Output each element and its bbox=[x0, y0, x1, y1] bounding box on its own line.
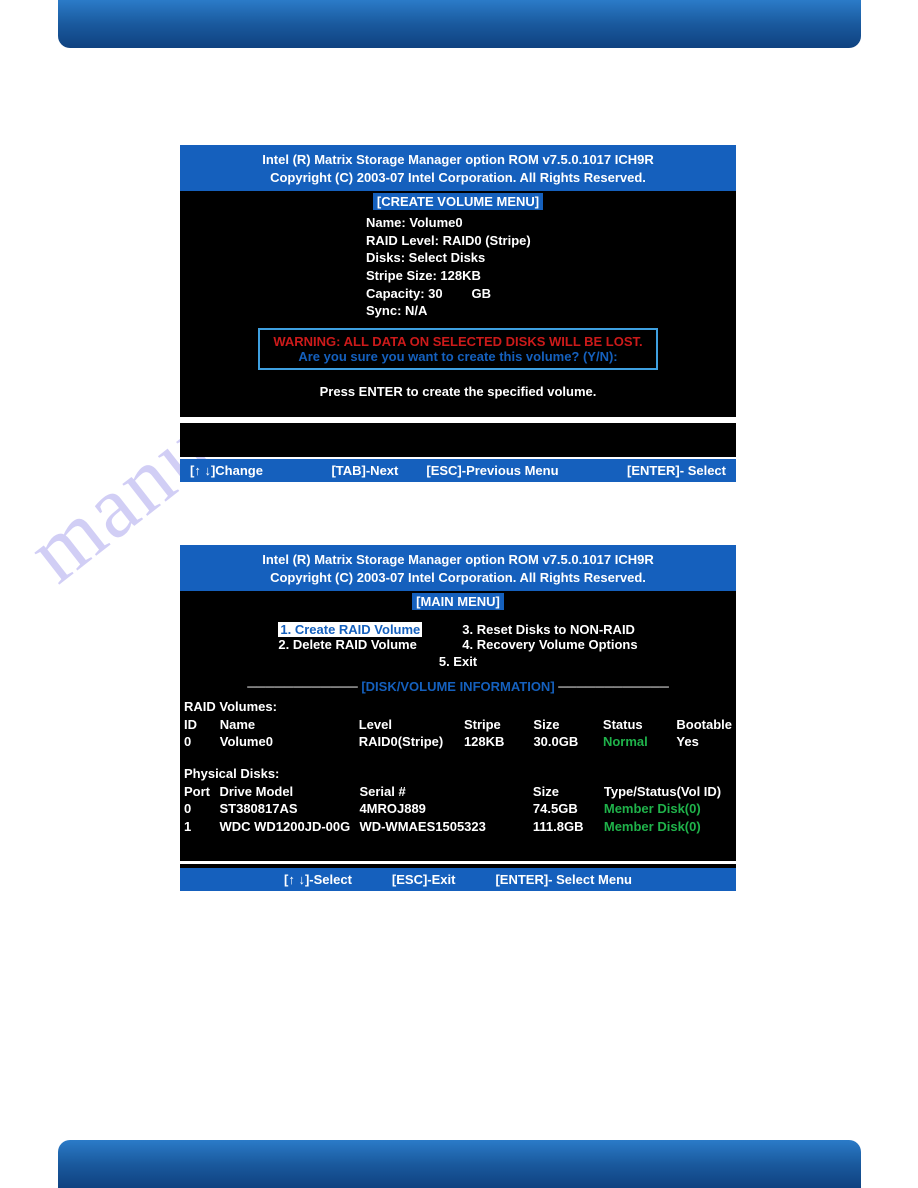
bios-header: Intel (R) Matrix Storage Manager option … bbox=[180, 545, 736, 591]
field-capacity: Capacity: 30 GB bbox=[366, 285, 736, 303]
enter-prompt: Press ENTER to create the specified volu… bbox=[180, 370, 736, 413]
hint-enter-select-menu: [ENTER]- Select Menu bbox=[495, 872, 632, 887]
hint-change: [↑ ↓]Change bbox=[190, 463, 263, 478]
warning-box: WARNING: ALL DATA ON SELECTED DISKS WILL… bbox=[258, 328, 658, 370]
disk-row: 0 ST380817AS 4MROJ889 74.5GB Member Disk… bbox=[184, 800, 732, 818]
hint-tab-next: [TAB]-Next bbox=[331, 463, 398, 478]
field-name: Name: Volume0 bbox=[366, 214, 736, 232]
menu-recovery-options[interactable]: 4. Recovery Volume Options bbox=[462, 637, 637, 652]
field-stripe: Stripe Size: 128KB bbox=[366, 267, 736, 285]
bios-screen-create-volume: Intel (R) Matrix Storage Manager option … bbox=[180, 145, 736, 457]
main-menu: 1. Create RAID Volume 2. Delete RAID Vol… bbox=[180, 612, 736, 654]
vol-header-row: ID Name Level Stripe Size Status Bootabl… bbox=[184, 716, 732, 734]
bios-header: Intel (R) Matrix Storage Manager option … bbox=[180, 145, 736, 191]
physical-disks-label: Physical Disks: bbox=[184, 765, 732, 783]
field-sync: Sync: N/A bbox=[366, 302, 736, 320]
header-line2: Copyright (C) 2003-07 Intel Corporation.… bbox=[188, 569, 728, 587]
divider bbox=[180, 861, 736, 864]
menu-title-row: [CREATE VOLUME MENU] bbox=[180, 191, 736, 212]
header-line1: Intel (R) Matrix Storage Manager option … bbox=[188, 551, 728, 569]
raid-volumes-label: RAID Volumes: bbox=[184, 698, 732, 716]
hint-esc-prev: [ESC]-Previous Menu bbox=[426, 463, 558, 478]
bios-screen-main-menu: Intel (R) Matrix Storage Manager option … bbox=[180, 545, 736, 879]
disk-header-row: Port Drive Model Serial # Size Type/Stat… bbox=[184, 783, 732, 801]
field-raid-level: RAID Level: RAID0 (Stripe) bbox=[366, 232, 736, 250]
section-divider: ──────────── [DISK/VOLUME INFORMATION] ─… bbox=[180, 679, 736, 694]
menu-reset-disks[interactable]: 3. Reset Disks to NON-RAID bbox=[462, 622, 637, 637]
menu-exit[interactable]: 5. Exit bbox=[180, 654, 736, 669]
page-footer-bar bbox=[58, 1140, 861, 1188]
page-header-bar bbox=[58, 0, 861, 48]
header-line1: Intel (R) Matrix Storage Manager option … bbox=[188, 151, 728, 169]
footer-bar: [↑ ↓]Change [TAB]-Next [ESC]-Previous Me… bbox=[180, 459, 736, 482]
header-line2: Copyright (C) 2003-07 Intel Corporation.… bbox=[188, 169, 728, 187]
menu-delete-raid[interactable]: 2. Delete RAID Volume bbox=[278, 637, 422, 652]
vol-row: 0 Volume0 RAID0(Stripe) 128KB 30.0GB Nor… bbox=[184, 733, 732, 751]
menu-create-raid[interactable]: 1. Create RAID Volume bbox=[278, 622, 422, 637]
create-volume-menu-title: [CREATE VOLUME MENU] bbox=[373, 193, 543, 210]
field-disks: Disks: Select Disks bbox=[366, 249, 736, 267]
divider bbox=[180, 417, 736, 423]
spacer bbox=[180, 427, 736, 459]
raid-volumes-section: RAID Volumes: ID Name Level Stripe Size … bbox=[180, 698, 736, 835]
footer-bar: [↑ ↓]-Select [ESC]-Exit [ENTER]- Select … bbox=[180, 868, 736, 891]
hint-select: [↑ ↓]-Select bbox=[284, 872, 352, 887]
hint-enter-select: [ENTER]- Select bbox=[627, 463, 726, 478]
hint-esc-exit: [ESC]-Exit bbox=[392, 872, 456, 887]
volume-fields: Name: Volume0 RAID Level: RAID0 (Stripe)… bbox=[180, 212, 736, 323]
warning-line1: WARNING: ALL DATA ON SELECTED DISKS WILL… bbox=[266, 334, 650, 349]
warning-line2: Are you sure you want to create this vol… bbox=[266, 349, 650, 364]
disk-row: 1 WDC WD1200JD-00G WD-WMAES1505323 111.8… bbox=[184, 818, 732, 836]
menu-title-row: [MAIN MENU] bbox=[180, 591, 736, 612]
main-menu-title: [MAIN MENU] bbox=[412, 593, 504, 610]
